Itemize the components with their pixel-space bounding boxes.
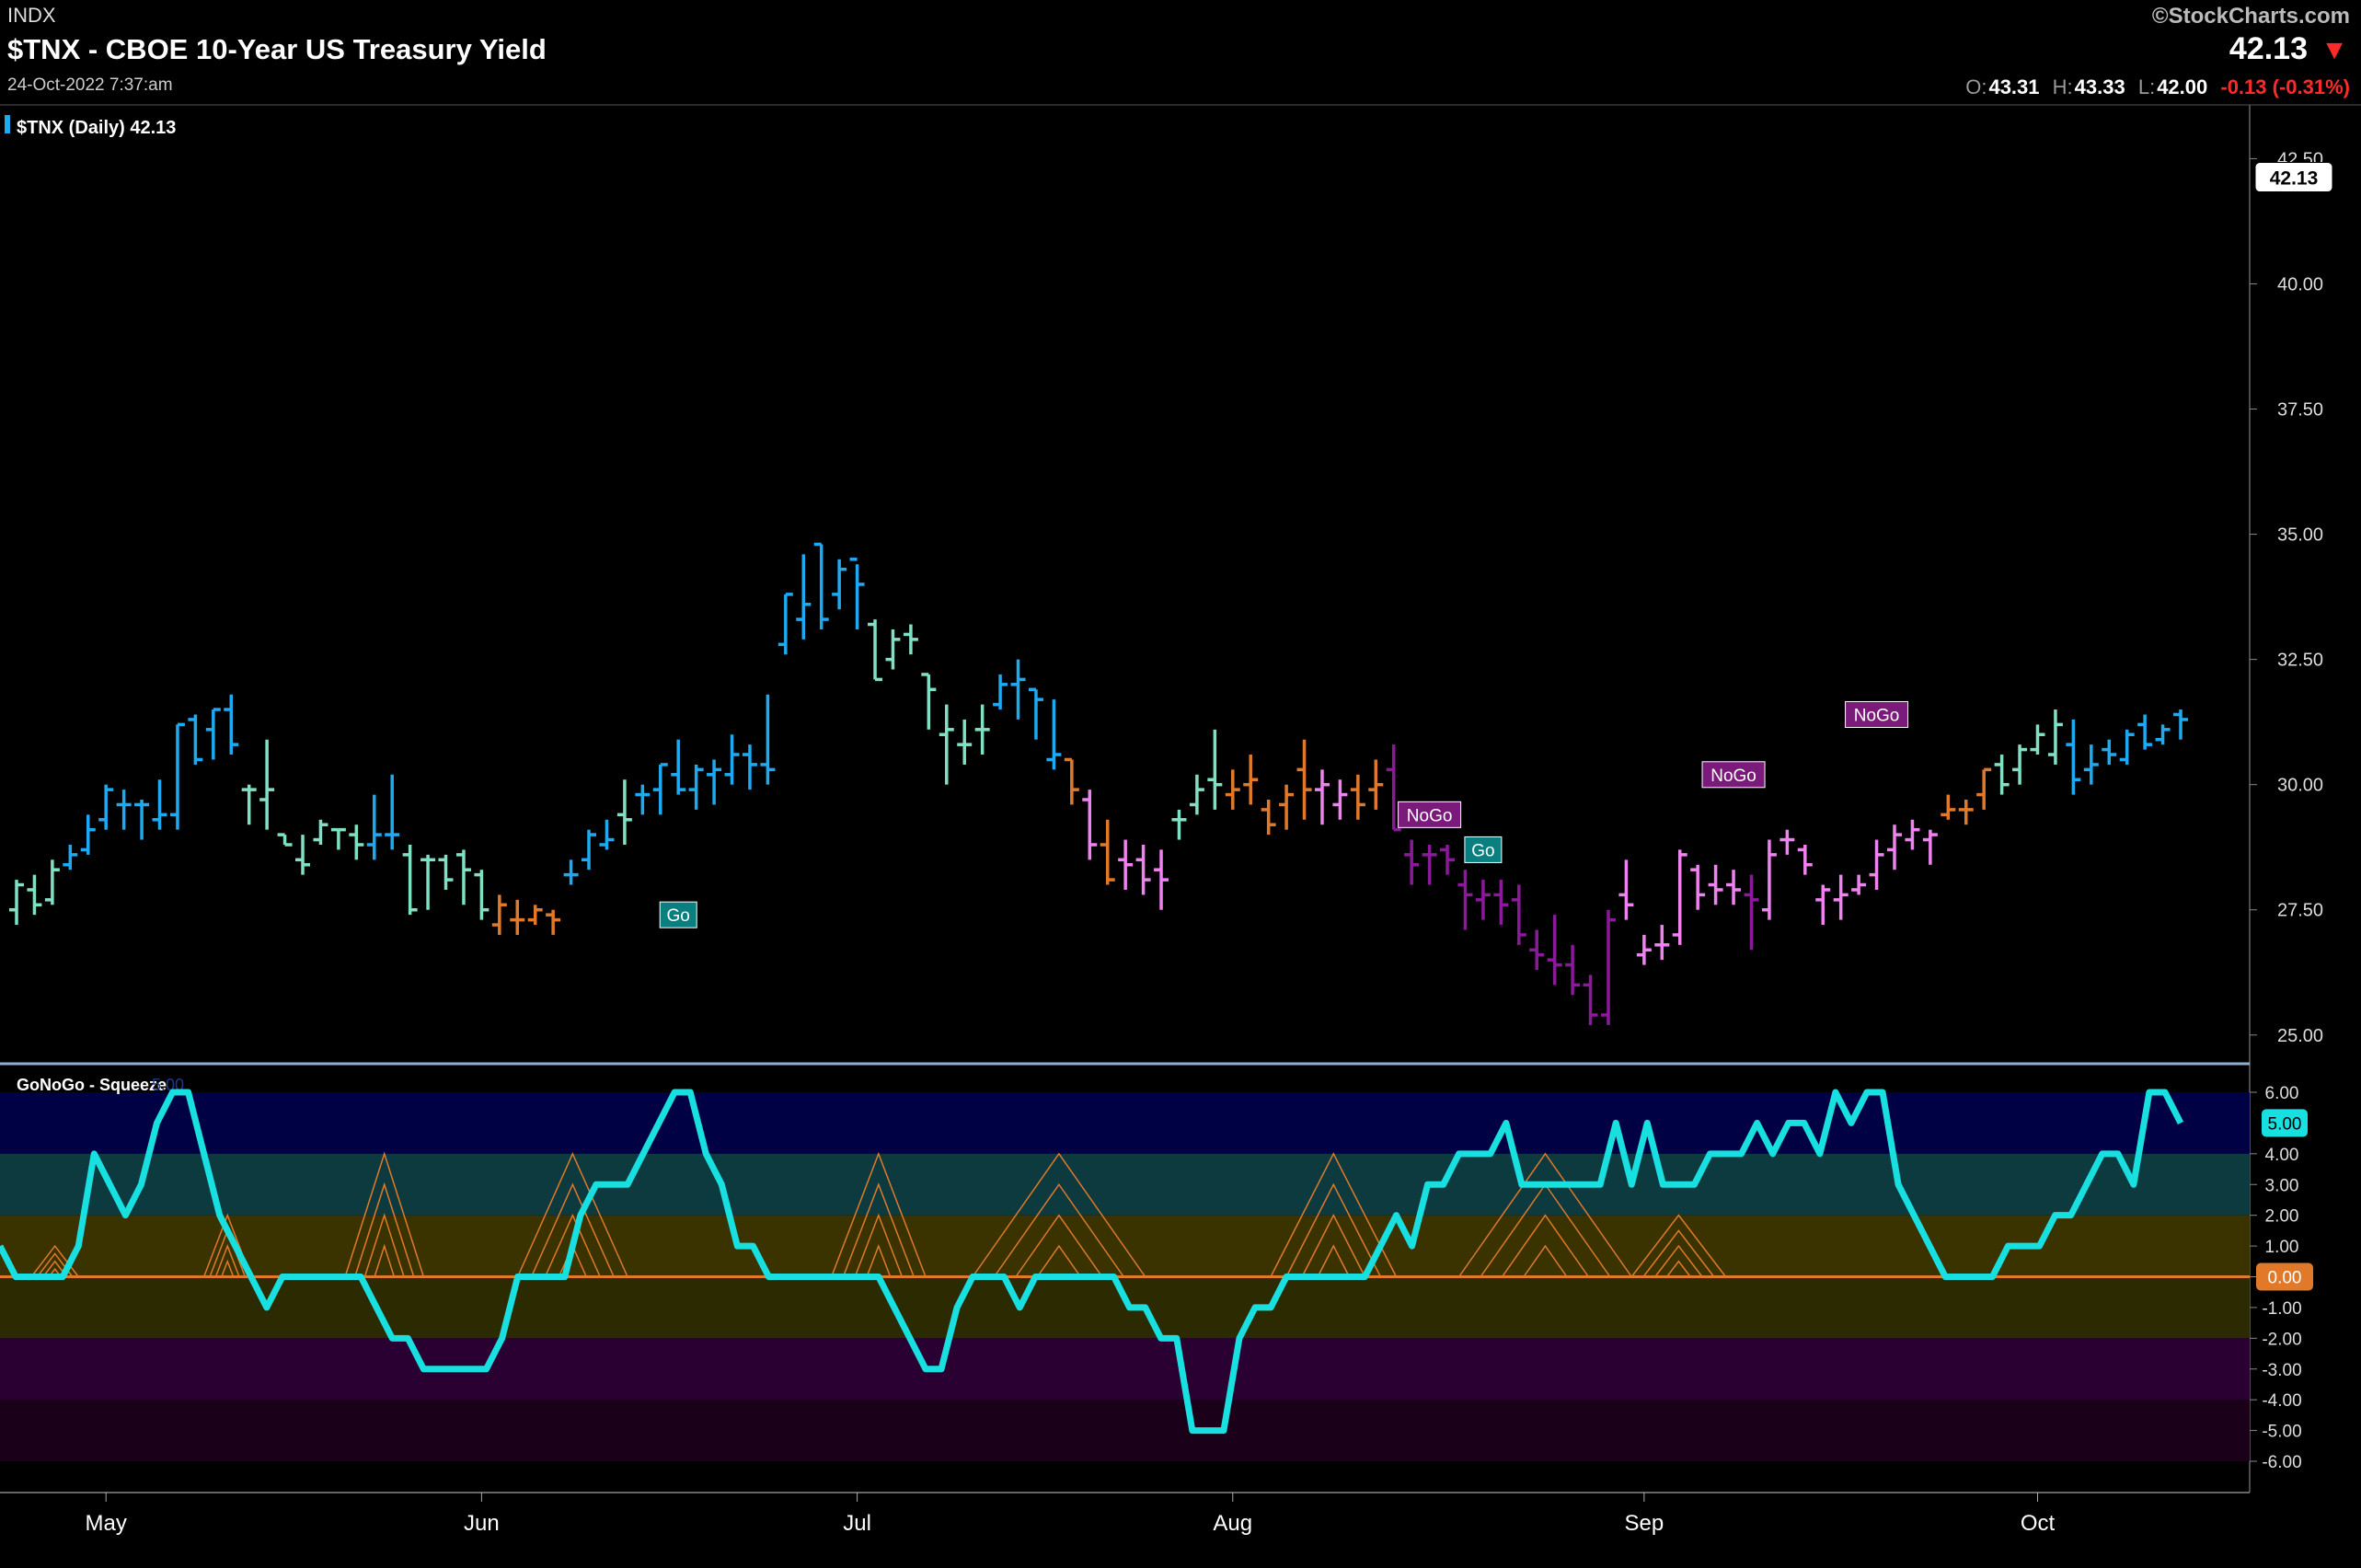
osc-tick-label: -4.00 xyxy=(2262,1391,2301,1411)
squeeze-mark xyxy=(830,1151,927,1277)
squeeze-mark xyxy=(1317,1244,1350,1277)
signal-badge-label: NoGo xyxy=(1710,767,1756,786)
osc-tick-label: -6.00 xyxy=(2262,1453,2301,1472)
price-tick-label: 37.50 xyxy=(2277,400,2323,421)
squeeze-mark xyxy=(214,1243,240,1277)
x-tick-label: Sep xyxy=(1625,1511,1664,1536)
squeeze-mark xyxy=(1270,1152,1398,1277)
x-tick-label: Aug xyxy=(1213,1511,1252,1536)
price-tick-label: 27.50 xyxy=(2277,901,2323,921)
signal-badge-label: Go xyxy=(667,906,690,926)
squeeze-mark xyxy=(1458,1152,1632,1277)
oscillator-band xyxy=(0,1276,2250,1339)
osc-tick-label: -2.00 xyxy=(2262,1330,2301,1349)
low-value: 42.00 xyxy=(2157,75,2208,98)
squeeze-mark xyxy=(363,1213,405,1277)
osc-tick-label: 6.00 xyxy=(2265,1084,2299,1103)
signal-badge xyxy=(1464,836,1503,863)
osc-value-box xyxy=(2262,1109,2308,1137)
squeeze-mark xyxy=(1285,1182,1382,1277)
osc-tick-label: -1.00 xyxy=(2262,1299,2301,1319)
chart-header: INDX $TNX - CBOE 10-Year US Treasury Yie… xyxy=(0,0,2361,106)
squeeze-mark xyxy=(1642,1229,1715,1277)
zero-value-box xyxy=(2256,1262,2313,1291)
high-label: H: xyxy=(2052,75,2073,98)
last-price: 42.13 xyxy=(2229,31,2308,66)
oscillator-band xyxy=(0,1215,2250,1277)
low-label: L: xyxy=(2137,75,2156,98)
down-arrow-icon: ▼ xyxy=(2321,35,2348,65)
signal-badge xyxy=(1701,761,1766,789)
price-change: -0.13 (-0.31%) xyxy=(2220,75,2350,98)
open-value: 43.31 xyxy=(1988,75,2040,98)
squeeze-mark xyxy=(1501,1214,1589,1277)
squeeze-mark xyxy=(354,1182,415,1277)
osc-tick-label: -5.00 xyxy=(2262,1423,2301,1442)
x-tick-label: Jun xyxy=(464,1511,500,1536)
price-tick-label: 35.00 xyxy=(2277,525,2323,546)
zero-value-label: 0.00 xyxy=(2268,1269,2302,1288)
price-tick-label: 30.00 xyxy=(2277,776,2323,796)
osc-tick-label: -3.00 xyxy=(2262,1361,2301,1380)
price-tick-label: 25.00 xyxy=(2277,1026,2323,1046)
oscillator-line xyxy=(0,1089,2184,1435)
squeeze-mark xyxy=(1301,1214,1366,1277)
osc-value-label: 5.00 xyxy=(2268,1114,2302,1134)
current-price-label: 42.13 xyxy=(2270,168,2319,190)
squeeze-mark xyxy=(993,1182,1124,1277)
squeeze-mark xyxy=(516,1151,628,1277)
squeeze-mark xyxy=(1036,1244,1081,1277)
squeeze-mark xyxy=(1630,1214,1727,1277)
squeeze-mark xyxy=(842,1182,915,1277)
open-label: O: xyxy=(1965,75,1987,98)
ohlc-readout: O:43.31 H:43.33 L:42.00 -0.13 (-0.31%) xyxy=(1958,75,2350,99)
x-tick-label: Jul xyxy=(843,1511,871,1536)
price-panel xyxy=(0,105,2250,1060)
price-tick-label: 32.50 xyxy=(2277,651,2323,671)
signal-badge-label: NoGo xyxy=(1407,806,1453,825)
osc-tick-label: 4.00 xyxy=(2265,1146,2299,1165)
price-tick-label: 40.00 xyxy=(2277,274,2323,294)
squeeze-mark xyxy=(854,1213,904,1277)
squeeze-mark xyxy=(544,1213,601,1277)
oscillator-band xyxy=(0,1092,2250,1154)
price-legend: $TNX (Daily) 42.13 xyxy=(17,118,176,138)
oscillator-band xyxy=(0,1400,2250,1461)
squeeze-mark xyxy=(344,1151,425,1277)
copyright: ©StockCharts.com xyxy=(2151,4,2350,29)
current-price-box xyxy=(2254,162,2333,193)
squeeze-mark xyxy=(1523,1244,1568,1277)
squeeze-mark xyxy=(972,1152,1146,1277)
timestamp: 24-Oct-2022 7:37:am xyxy=(7,75,173,95)
price-legend-swatch xyxy=(5,115,10,133)
squeeze-mark xyxy=(221,1259,235,1277)
signal-badge xyxy=(659,901,697,928)
signal-badge-label: Go xyxy=(1471,841,1494,860)
x-tick-label: May xyxy=(86,1511,127,1536)
chart-title: $TNX - CBOE 10-Year US Treasury Yield xyxy=(7,33,547,65)
signal-badge xyxy=(1845,700,1909,728)
oscillator-legend: GoNoGo - Squeeze xyxy=(17,1076,167,1094)
oscillator-band xyxy=(0,1338,2250,1401)
squeeze-mark xyxy=(1654,1244,1703,1277)
squeeze-mark xyxy=(530,1182,615,1277)
squeeze-mark xyxy=(1666,1260,1691,1277)
x-tick-label: Oct xyxy=(2021,1511,2056,1536)
signal-badge-label: NoGo xyxy=(1854,706,1900,725)
signal-badge xyxy=(1398,801,1462,828)
squeeze-mark xyxy=(1015,1214,1103,1277)
osc-tick-label: 2.00 xyxy=(2265,1207,2299,1227)
high-value: 43.33 xyxy=(2074,75,2125,98)
squeeze-mark xyxy=(866,1243,892,1277)
osc-tick-label: 3.00 xyxy=(2265,1176,2299,1195)
osc-tick-label: 1.00 xyxy=(2265,1238,2299,1257)
exchange-label: INDX xyxy=(7,4,56,27)
squeeze-mark xyxy=(374,1243,396,1277)
